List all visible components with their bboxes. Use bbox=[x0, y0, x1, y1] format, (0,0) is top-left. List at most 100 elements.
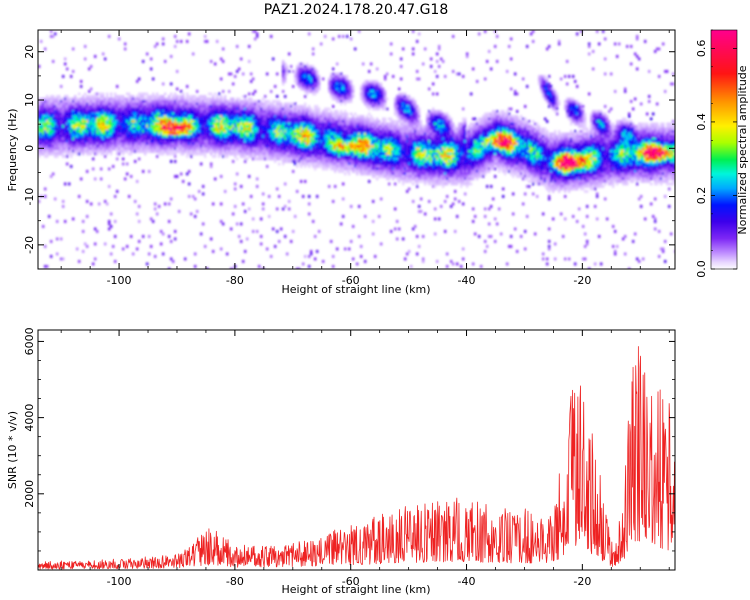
colorbar-segment bbox=[711, 147, 737, 149]
spectrogram-y-tick-label: -10 bbox=[23, 188, 36, 206]
colorbar-segment bbox=[711, 178, 737, 180]
colorbar-segment bbox=[711, 55, 737, 57]
colorbar-segment bbox=[711, 98, 737, 100]
colorbar-segment bbox=[711, 180, 737, 182]
spectrogram-y-tick-label: 10 bbox=[23, 93, 36, 107]
spectrogram-x-label: Height of straight line (km) bbox=[281, 283, 430, 296]
spectrogram-x-tick-label: -60 bbox=[342, 274, 360, 287]
colorbar-segment bbox=[711, 189, 737, 191]
colorbar-segment bbox=[711, 39, 737, 41]
colorbar-segment bbox=[711, 215, 737, 217]
colorbar-segment bbox=[711, 88, 737, 90]
colorbar-tick-label: 0.2 bbox=[695, 187, 708, 205]
colorbar-segment bbox=[711, 151, 737, 153]
colorbar-segment bbox=[711, 44, 737, 46]
colorbar-segment bbox=[711, 210, 737, 212]
colorbar-segment bbox=[711, 119, 737, 121]
colorbar-segment bbox=[711, 156, 737, 158]
colorbar-segment bbox=[711, 168, 737, 170]
colorbar-tick-label: 0.6 bbox=[695, 40, 708, 58]
colorbar-segment bbox=[711, 214, 737, 216]
colorbar-segment bbox=[711, 268, 737, 270]
colorbar-segment bbox=[711, 181, 737, 183]
colorbar-segment bbox=[711, 32, 737, 34]
colorbar-segment bbox=[711, 54, 737, 56]
colorbar-segment bbox=[711, 263, 737, 265]
colorbar-segment bbox=[711, 246, 737, 248]
colorbar-segment bbox=[711, 114, 737, 116]
spectrogram-x-tick-label: -100 bbox=[107, 274, 132, 287]
colorbar-segment bbox=[711, 188, 737, 190]
snr-x-tick-label: -60 bbox=[342, 575, 360, 588]
colorbar-segment bbox=[711, 132, 737, 134]
colorbar-segment bbox=[711, 247, 737, 249]
colorbar-segment bbox=[711, 50, 737, 52]
colorbar-segment bbox=[711, 82, 737, 84]
colorbar-segment bbox=[711, 251, 737, 253]
colorbar-segment bbox=[711, 199, 737, 201]
colorbar-segment bbox=[711, 118, 737, 120]
colorbar-segment bbox=[711, 186, 737, 188]
colorbar-segment bbox=[711, 38, 737, 40]
colorbar-segment bbox=[711, 101, 737, 103]
colorbar-segment bbox=[711, 240, 737, 242]
colorbar-segment bbox=[711, 192, 737, 194]
colorbar-segment bbox=[711, 148, 737, 150]
colorbar-segment bbox=[711, 141, 737, 143]
colorbar-segment bbox=[711, 150, 737, 152]
colorbar-segment bbox=[711, 231, 737, 233]
colorbar-segment bbox=[711, 248, 737, 250]
colorbar-segment bbox=[711, 84, 737, 86]
snr-x-tick-label: -40 bbox=[458, 575, 476, 588]
colorbar-segment bbox=[711, 96, 737, 98]
colorbar-segment bbox=[711, 213, 737, 215]
colorbar-segment bbox=[711, 57, 737, 59]
colorbar-segment bbox=[711, 47, 737, 49]
spectrogram-y-label: Frequency (Hz) bbox=[6, 109, 19, 192]
snr-panel: -100 -80 -60 -40 -20 2000 4000 6000 Height of s… bbox=[6, 327, 676, 596]
figure-title: PAZ1.2024.178.20.47.G18 bbox=[264, 2, 449, 18]
colorbar-segment bbox=[711, 238, 737, 240]
colorbar-segment bbox=[711, 51, 737, 53]
colorbar-segment bbox=[711, 143, 737, 145]
colorbar-segment bbox=[711, 104, 737, 106]
colorbar-segment bbox=[711, 83, 737, 85]
snr-x-label: Height of straight line (km) bbox=[281, 583, 430, 596]
colorbar-segment bbox=[711, 204, 737, 206]
colorbar-segment bbox=[711, 41, 737, 43]
snr-y-tick-label: 2000 bbox=[23, 480, 36, 508]
colorbar-segment bbox=[711, 212, 737, 214]
colorbar-segment bbox=[711, 191, 737, 193]
colorbar-segment bbox=[711, 107, 737, 109]
colorbar-segment bbox=[711, 36, 737, 38]
colorbar-segment bbox=[711, 76, 737, 78]
colorbar-segment bbox=[711, 225, 737, 227]
colorbar-segment bbox=[711, 207, 737, 209]
colorbar-segment bbox=[711, 94, 737, 96]
colorbar-segment bbox=[711, 203, 737, 205]
colorbar-segment bbox=[711, 133, 737, 135]
colorbar-segment bbox=[711, 52, 737, 54]
colorbar-segment bbox=[711, 130, 737, 132]
colorbar-segment bbox=[711, 89, 737, 91]
colorbar-segment bbox=[711, 174, 737, 176]
colorbar: 0.0 0.2 0.4 0.6 Normalized spectral amplitu… bbox=[695, 29, 749, 278]
colorbar-segment bbox=[711, 170, 737, 172]
colorbar-segment bbox=[711, 145, 737, 147]
colorbar-segment bbox=[711, 255, 737, 257]
colorbar-segment bbox=[711, 59, 737, 61]
colorbar-segment bbox=[711, 142, 737, 144]
colorbar-segment bbox=[711, 90, 737, 92]
colorbar-segment bbox=[711, 69, 737, 71]
colorbar-segment bbox=[711, 40, 737, 42]
colorbar-segment bbox=[711, 100, 737, 102]
colorbar-segment bbox=[711, 261, 737, 263]
colorbar-segment bbox=[711, 31, 737, 33]
colorbar-segment bbox=[711, 229, 737, 231]
colorbar-segment bbox=[711, 158, 737, 160]
colorbar-segment bbox=[711, 161, 737, 163]
spectrogram-x-tick-label: -20 bbox=[573, 274, 591, 287]
spectrogram-frame bbox=[37, 29, 676, 270]
